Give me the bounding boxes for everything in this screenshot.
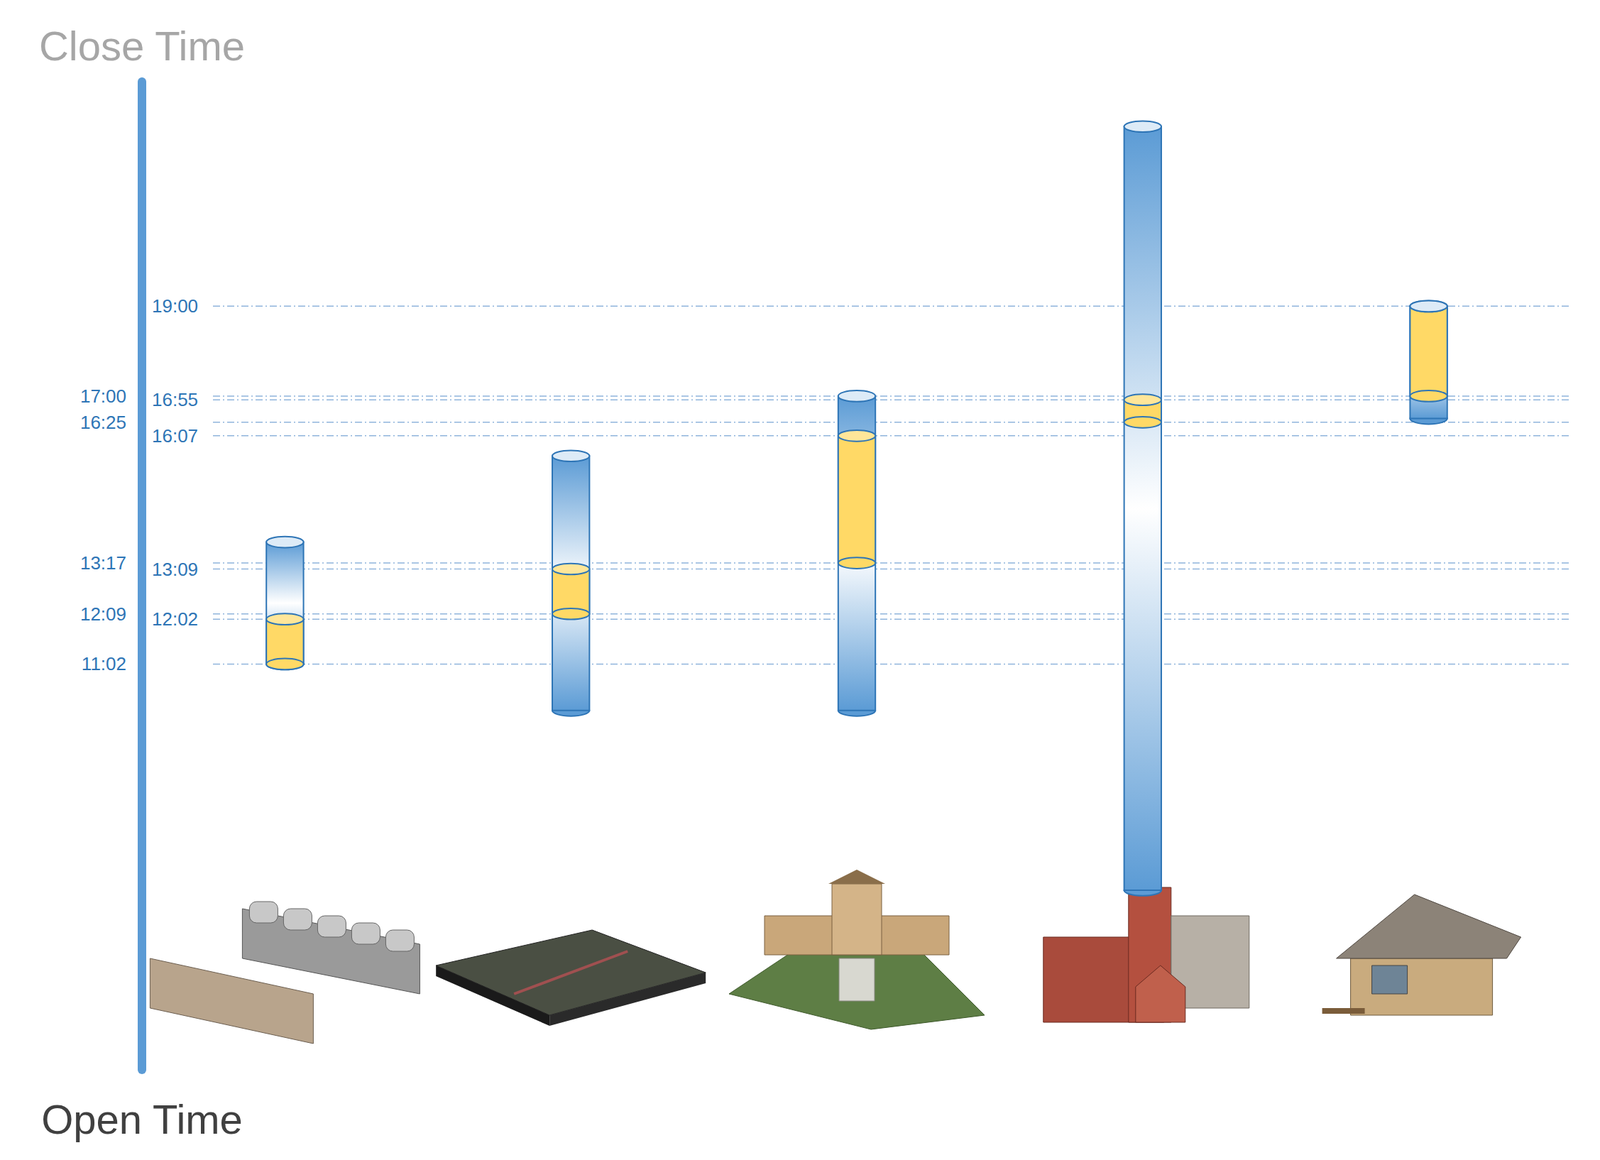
svg-text:Open Time: Open Time — [41, 1096, 243, 1143]
svg-text:12:09: 12:09 — [80, 603, 127, 625]
svg-text:19:00: 19:00 — [151, 295, 199, 317]
svg-text:13:17: 13:17 — [80, 552, 127, 574]
svg-text:13:09: 13:09 — [151, 558, 199, 580]
svg-text:16:25: 16:25 — [80, 411, 127, 434]
svg-text:11:02: 11:02 — [81, 653, 127, 675]
svg-text:17:00: 17:00 — [80, 385, 127, 407]
svg-text:16:07: 16:07 — [151, 425, 199, 447]
svg-text:Close Time: Close Time — [39, 22, 245, 69]
svg-text:12:02: 12:02 — [151, 608, 199, 630]
svg-text:16:55: 16:55 — [151, 388, 199, 411]
